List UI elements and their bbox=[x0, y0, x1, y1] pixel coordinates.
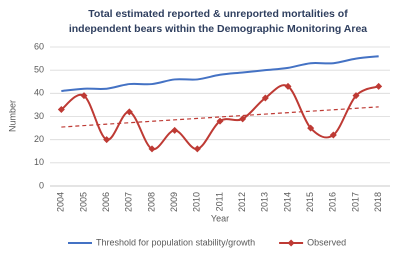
x-tick-label: 2008 bbox=[146, 192, 156, 212]
y-tick-label: 60 bbox=[34, 41, 44, 51]
marker bbox=[239, 115, 247, 123]
x-tick-label: 2011 bbox=[214, 192, 224, 211]
x-tick-label: 2016 bbox=[328, 192, 338, 212]
line bbox=[61, 55, 379, 93]
marker bbox=[171, 126, 179, 134]
marker bbox=[329, 131, 337, 139]
marker bbox=[261, 94, 269, 102]
x-tick-label: 2004 bbox=[56, 192, 66, 212]
legend-marker bbox=[287, 239, 295, 247]
y-tick-label: 20 bbox=[34, 134, 44, 144]
legend-label: Observed bbox=[307, 237, 346, 247]
x-tick-label: 2006 bbox=[101, 192, 111, 212]
marker bbox=[375, 82, 383, 90]
marker bbox=[80, 92, 88, 100]
x-axis-title: Year bbox=[211, 213, 229, 223]
y-axis-title: Number bbox=[7, 100, 17, 132]
marker bbox=[193, 145, 201, 153]
x-tick-label: 2009 bbox=[169, 192, 179, 212]
marker bbox=[103, 136, 111, 144]
chart-title: independent bears within the Demographic… bbox=[69, 23, 367, 35]
x-tick-label: 2013 bbox=[260, 192, 270, 212]
marker bbox=[57, 106, 65, 114]
marker bbox=[307, 124, 315, 132]
marker bbox=[284, 82, 292, 90]
marker bbox=[125, 108, 133, 116]
x-tick-label: 2005 bbox=[78, 192, 88, 212]
x-tick-label: 2010 bbox=[192, 192, 202, 212]
y-tick-label: 30 bbox=[34, 111, 44, 121]
marker bbox=[216, 117, 224, 125]
x-tick-label: 2007 bbox=[124, 192, 134, 212]
marker bbox=[148, 145, 156, 153]
y-tick-label: 10 bbox=[34, 157, 44, 167]
marker bbox=[352, 92, 360, 100]
y-tick-label: 40 bbox=[34, 88, 44, 98]
chart-title: Total estimated reported & unreported mo… bbox=[88, 8, 348, 20]
x-tick-label: 2015 bbox=[305, 192, 315, 212]
trendline bbox=[61, 106, 379, 128]
x-tick-label: 2012 bbox=[237, 192, 247, 212]
x-tick-label: 2014 bbox=[282, 192, 292, 212]
legend-label: Threshold for population stability/growt… bbox=[96, 237, 255, 247]
x-tick-label: 2017 bbox=[350, 192, 360, 212]
y-tick-label: 50 bbox=[34, 65, 44, 75]
y-tick-label: 0 bbox=[39, 180, 44, 190]
x-tick-label: 2018 bbox=[373, 192, 383, 212]
